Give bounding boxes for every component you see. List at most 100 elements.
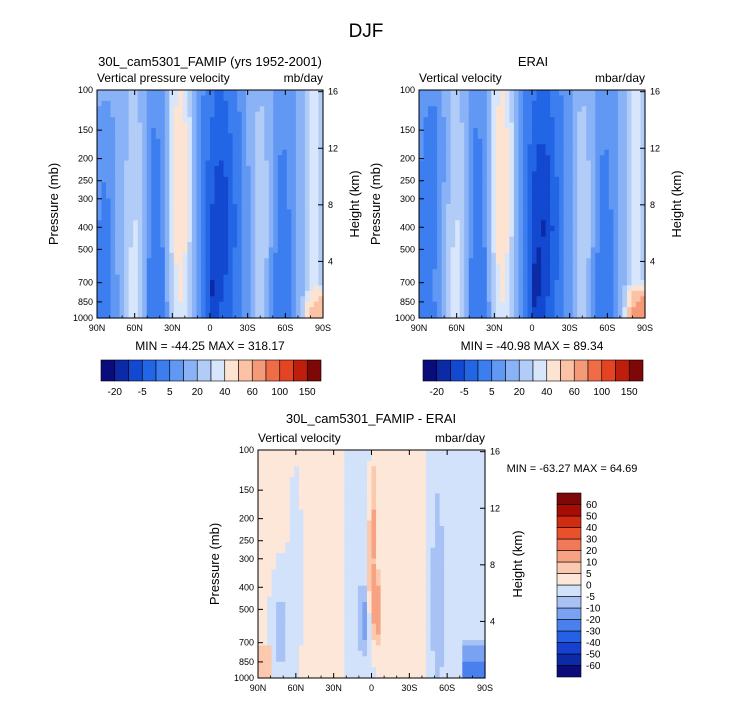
obs-cell	[495, 182, 501, 189]
model-cell	[155, 280, 161, 287]
model-cell	[241, 220, 247, 227]
obs-cell	[626, 122, 633, 129]
model-cell	[205, 214, 211, 221]
obs-cell	[522, 176, 529, 183]
obs-cell	[626, 95, 633, 102]
model-cell	[309, 252, 315, 259]
model-cell	[223, 176, 229, 183]
obs-cell	[532, 252, 538, 259]
obs-cell	[572, 106, 578, 113]
model-cell	[223, 138, 229, 145]
obs-cell	[423, 111, 429, 118]
model-cell	[295, 307, 301, 314]
model-cell	[228, 274, 234, 281]
model-cell	[205, 301, 211, 308]
model-cell	[137, 280, 143, 287]
model-cell	[115, 95, 121, 102]
model-cell	[200, 160, 207, 167]
obs-cell	[532, 117, 538, 124]
obs-cell	[419, 166, 425, 173]
obs-cell	[504, 193, 510, 200]
obs-cell	[608, 149, 614, 156]
obs-cell	[500, 301, 506, 308]
obs-cell	[518, 214, 524, 221]
obs-cell	[504, 95, 510, 102]
obs-cell	[622, 214, 628, 221]
obs-cell	[554, 138, 560, 145]
model-cell	[250, 100, 256, 107]
model-cell	[182, 133, 188, 140]
model-cell	[155, 242, 161, 249]
model-cell	[250, 182, 256, 189]
diff-cell	[380, 460, 386, 467]
model-cell	[318, 128, 324, 135]
model-cell	[291, 122, 297, 129]
obs-cell	[500, 220, 506, 227]
obs-cell	[450, 220, 456, 227]
diff-cell	[366, 450, 373, 457]
model-cell	[295, 312, 301, 319]
obs-cell	[468, 285, 474, 292]
obs-cell	[455, 193, 461, 200]
obs-cell	[527, 258, 533, 265]
model-cell	[255, 204, 261, 211]
model-cell	[187, 193, 193, 200]
model-cell	[318, 220, 324, 227]
obs-cell	[477, 269, 483, 276]
diff-cell	[380, 466, 386, 473]
model-cell	[101, 296, 107, 303]
obs-cell	[491, 176, 497, 183]
obs-cell	[545, 204, 551, 211]
obs-cell	[468, 231, 474, 238]
model-cell	[309, 166, 315, 173]
model-cell	[205, 263, 211, 270]
model-cell	[313, 166, 320, 173]
obs-cell	[450, 252, 456, 259]
obs-cell	[518, 242, 524, 249]
model-cell	[277, 100, 283, 107]
obs-cell	[504, 100, 510, 107]
model-cell	[241, 193, 247, 200]
obs-cell	[572, 247, 578, 254]
obs-cell	[473, 204, 479, 211]
obs-cell	[599, 247, 605, 254]
obs-cell	[563, 193, 569, 200]
model-cell	[155, 133, 161, 140]
model-cell	[246, 171, 252, 178]
model-cell	[237, 193, 243, 200]
model-cell	[250, 166, 256, 173]
obs-cell	[599, 166, 605, 173]
obs-cell	[477, 111, 483, 118]
obs-cell	[509, 155, 515, 162]
model-cell	[128, 231, 134, 238]
obs-cell	[581, 220, 587, 227]
model-cell	[173, 269, 179, 276]
model-cell	[264, 90, 270, 97]
model-cell	[277, 111, 283, 118]
diff-cell	[353, 450, 359, 457]
model-cell	[119, 236, 125, 243]
obs-cell	[604, 171, 610, 178]
model-cell	[196, 106, 202, 113]
model-cell	[182, 171, 188, 178]
model-cell	[259, 296, 265, 303]
model-cell	[300, 312, 306, 319]
model-cell	[309, 280, 315, 287]
diff-cell	[258, 471, 264, 478]
model-cell	[137, 301, 143, 308]
diff-cell	[317, 460, 323, 467]
obs-colorbar-swatch	[436, 359, 451, 382]
model-cell	[282, 214, 288, 221]
model-cell	[97, 176, 103, 183]
obs-cell	[604, 106, 610, 113]
diff-cell	[289, 498, 295, 505]
model-cell	[295, 176, 301, 183]
obs-cell	[622, 274, 628, 281]
model-cell	[169, 138, 175, 145]
obs-cell	[527, 171, 533, 178]
obs-cell	[468, 236, 474, 243]
model-cell	[178, 214, 184, 221]
obs-cell	[459, 258, 465, 265]
model-cell	[128, 144, 134, 151]
obs-cell	[495, 280, 501, 287]
